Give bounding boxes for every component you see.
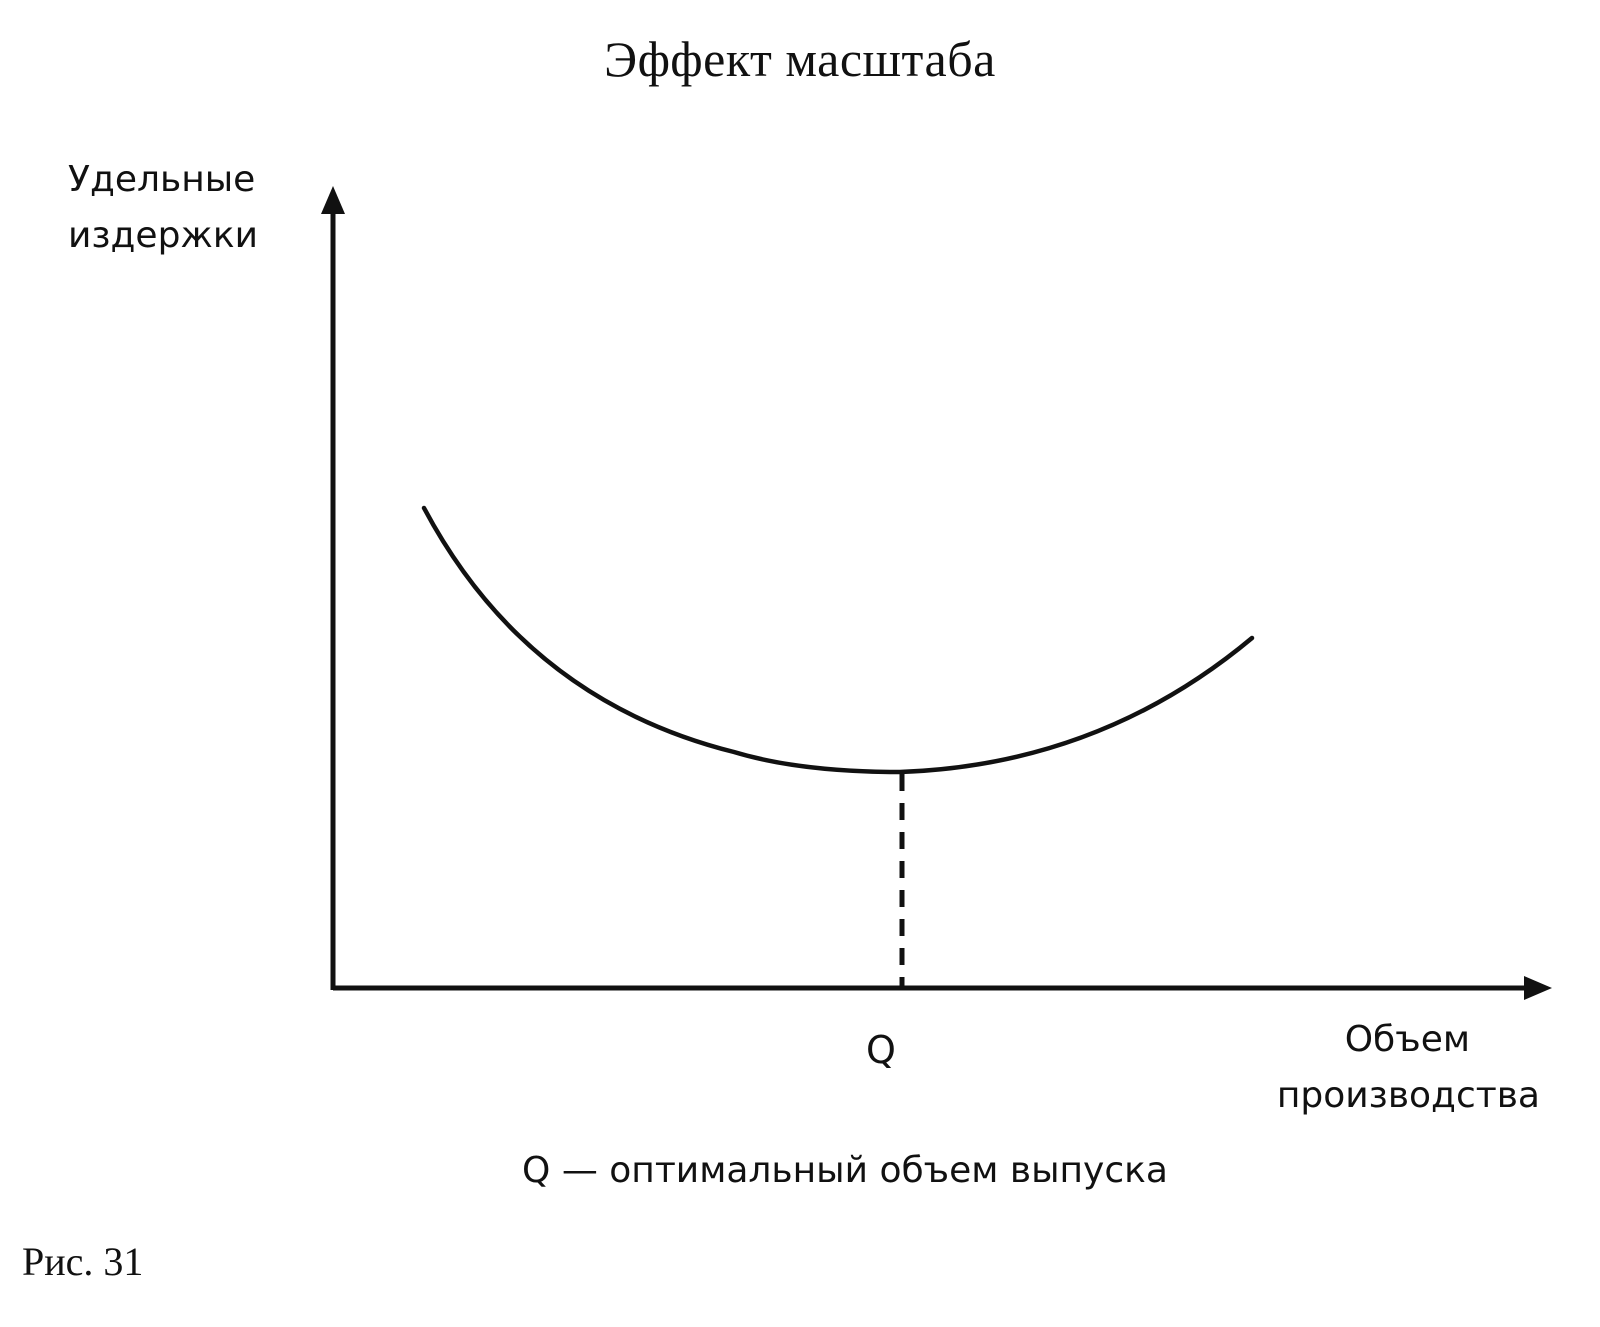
y-axis-label-line2: издержки	[68, 215, 259, 256]
y-axis-arrow-icon	[321, 186, 345, 214]
y-axis-label-line1: Удельные	[68, 159, 256, 200]
x-axis-arrow-icon	[1524, 976, 1552, 1000]
x-axis-label-line1: Объем	[1344, 1019, 1470, 1060]
diagram-title: Эффект масштаба	[604, 31, 996, 87]
y-axis-label: Удельные издержки	[68, 152, 258, 264]
optimum-q-tick-label: Q	[866, 1028, 896, 1072]
figure-number: Рис. 31	[22, 1239, 144, 1284]
figure-caption: Q — оптимальный объем выпуска	[522, 1150, 1168, 1191]
x-axis-label: Объем производства	[1277, 1012, 1540, 1124]
x-axis-label-line2: производства	[1276, 1075, 1540, 1116]
unit-cost-curve	[421, 505, 1255, 775]
